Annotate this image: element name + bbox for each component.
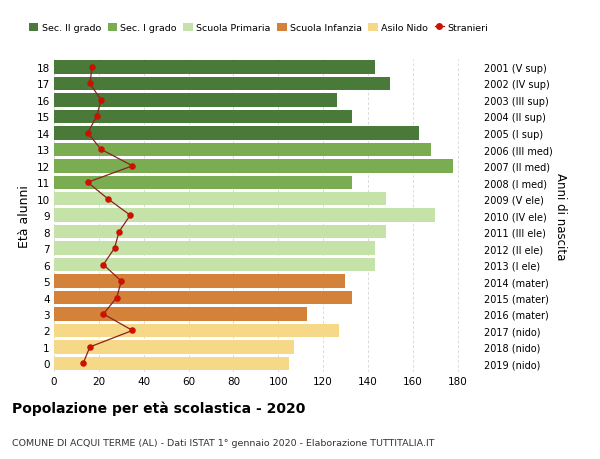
Point bbox=[125, 212, 135, 219]
Y-axis label: Età alunni: Età alunni bbox=[18, 185, 31, 247]
Point bbox=[83, 130, 92, 137]
Bar bbox=[54, 258, 374, 272]
Bar bbox=[54, 209, 435, 223]
Point bbox=[88, 64, 97, 72]
Text: Popolazione per età scolastica - 2020: Popolazione per età scolastica - 2020 bbox=[12, 401, 305, 415]
Bar bbox=[54, 324, 339, 337]
Point bbox=[96, 97, 106, 104]
Bar bbox=[54, 176, 352, 190]
Point bbox=[116, 278, 126, 285]
Point bbox=[85, 81, 95, 88]
Bar bbox=[54, 61, 374, 75]
Point bbox=[92, 113, 101, 121]
Bar bbox=[54, 274, 346, 288]
Point bbox=[98, 311, 108, 318]
Point bbox=[112, 294, 122, 302]
Point bbox=[98, 261, 108, 269]
Bar bbox=[54, 242, 374, 255]
Point bbox=[128, 327, 137, 335]
Point bbox=[114, 229, 124, 236]
Point bbox=[103, 196, 113, 203]
Point bbox=[96, 146, 106, 154]
Point bbox=[110, 245, 119, 252]
Text: COMUNE DI ACQUI TERME (AL) - Dati ISTAT 1° gennaio 2020 - Elaborazione TUTTITALI: COMUNE DI ACQUI TERME (AL) - Dati ISTAT … bbox=[12, 438, 434, 448]
Bar bbox=[54, 225, 386, 239]
Bar bbox=[54, 357, 289, 370]
Bar bbox=[54, 143, 431, 157]
Bar bbox=[54, 341, 294, 354]
Point bbox=[85, 343, 95, 351]
Bar bbox=[54, 94, 337, 107]
Bar bbox=[54, 193, 386, 206]
Bar bbox=[54, 291, 352, 305]
Bar bbox=[54, 111, 352, 124]
Legend: Sec. II grado, Sec. I grado, Scuola Primaria, Scuola Infanzia, Asilo Nido, Stran: Sec. II grado, Sec. I grado, Scuola Prim… bbox=[29, 24, 488, 33]
Point bbox=[128, 163, 137, 170]
Bar bbox=[54, 78, 391, 91]
Point bbox=[83, 179, 92, 186]
Bar bbox=[54, 127, 419, 140]
Bar bbox=[54, 308, 307, 321]
Bar bbox=[54, 160, 453, 173]
Y-axis label: Anni di nascita: Anni di nascita bbox=[554, 172, 567, 259]
Point bbox=[79, 360, 88, 367]
